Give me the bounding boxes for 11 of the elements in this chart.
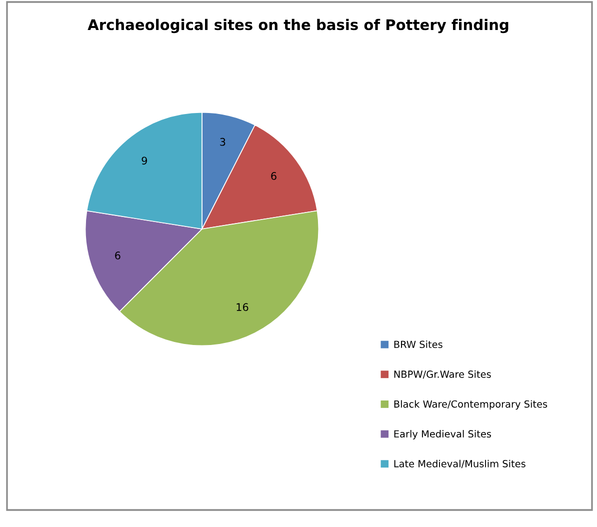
data-label: 16 [236,303,248,312]
data-label: 3 [220,138,226,146]
data-label: 6 [115,252,120,260]
legend-label: Black Ware/Contemporary Sites [394,400,548,410]
legend-label: Early Medieval Sites [394,430,492,440]
legend-label: NBPW/Gr.Ware Sites [394,370,491,379]
chart-title: Archaeological sites on the basis of Pottery finding [88,18,508,34]
legend-label: Late Medieval/Muslim Sites [394,460,526,468]
data-label: 6 [271,172,276,180]
legend-label: BRW Sites [394,340,442,348]
data-label: 9 [142,156,147,165]
